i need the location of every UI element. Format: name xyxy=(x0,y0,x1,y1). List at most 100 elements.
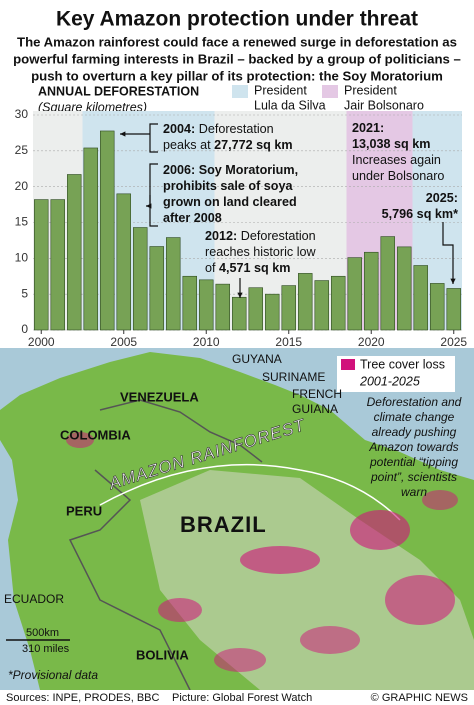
legend-label: Lula da Silva xyxy=(254,98,326,112)
annotation: peaks at 27,772 sq km xyxy=(163,138,293,152)
annotation-segment: under Bolsonaro xyxy=(352,169,444,183)
legend-swatch xyxy=(232,85,248,98)
bar xyxy=(34,199,49,331)
footer-credit: © GRAPHIC NEWS xyxy=(371,692,468,704)
subtitle: push to overturn a key pillar of its pro… xyxy=(31,68,443,83)
annotation: of 4,571 sq km xyxy=(205,261,290,275)
country-label: VENEZUELA xyxy=(120,389,199,404)
caption: climate change xyxy=(374,410,455,424)
bar xyxy=(413,265,428,331)
pacific xyxy=(0,440,40,690)
bar xyxy=(116,193,131,331)
y-unit: (Square kilometres) xyxy=(38,100,147,114)
legend-swatch xyxy=(322,85,338,98)
y-label: ANNUAL DEFORESTATION xyxy=(38,84,199,98)
cleared-area xyxy=(140,470,474,690)
annotation-segment: grown on land cleared xyxy=(163,195,297,209)
country-label: SURINAME xyxy=(262,370,325,384)
annotation: 2006: Soy Moratorium, xyxy=(163,163,298,177)
bar xyxy=(248,287,263,331)
border xyxy=(68,469,191,691)
bar xyxy=(380,236,395,331)
x-tick-label: 2020 xyxy=(358,335,385,349)
bar xyxy=(100,130,115,331)
bar xyxy=(83,147,98,331)
bar xyxy=(281,285,296,331)
x-tick-label: 2015 xyxy=(275,335,302,349)
annotation-segment: 27,772 sq km xyxy=(214,138,292,152)
annotation: reaches historic low xyxy=(205,245,316,259)
bar xyxy=(430,283,445,331)
country-label: COLOMBIA xyxy=(60,427,131,442)
scale-label: 500km xyxy=(26,627,59,639)
title: Key Amazon protection under threat xyxy=(56,8,418,31)
bar xyxy=(67,174,82,331)
arrow-head xyxy=(237,292,243,298)
country-label: FRENCH xyxy=(292,387,342,401)
map-legend-swatch xyxy=(341,359,355,370)
y-tick-label: 25 xyxy=(15,143,29,157)
bar xyxy=(314,280,329,331)
annotation: 5,796 sq km* xyxy=(382,207,458,221)
subtitle: The Amazon rainforest could face a renew… xyxy=(17,34,457,49)
border xyxy=(99,399,263,463)
scale-label: 310 miles xyxy=(22,643,70,655)
annotation: under Bolsonaro xyxy=(352,169,444,183)
map-legend-box xyxy=(337,356,455,392)
annotation: 2025: xyxy=(426,191,458,205)
y-tick-label: 0 xyxy=(21,322,28,336)
rainforest-outline xyxy=(99,463,401,521)
legend-label: President xyxy=(344,83,397,97)
bar xyxy=(166,237,181,331)
footer-sources: Sources: INPE, PRODES, BBC xyxy=(6,692,159,704)
bar xyxy=(199,279,214,331)
bar xyxy=(364,251,379,331)
bar xyxy=(347,257,362,331)
caption: Amazon towards xyxy=(368,440,458,454)
annotation-segment: 2012: xyxy=(205,229,237,243)
country-label: BRAZIL xyxy=(180,512,267,537)
annotation: after 2008 xyxy=(163,211,222,225)
country-label: ECUADOR xyxy=(4,592,64,606)
country-label: BOLIVIA xyxy=(136,647,189,662)
annotation-segment: reaches historic low xyxy=(205,245,316,259)
bar xyxy=(50,199,65,331)
bar xyxy=(182,275,197,331)
footer-bg xyxy=(0,690,474,705)
annotation-segment: 2021: xyxy=(352,121,384,135)
bar xyxy=(149,246,164,331)
annotation: prohibits sale of soya xyxy=(163,179,293,193)
bar xyxy=(215,283,230,331)
land xyxy=(0,352,474,690)
x-tick-label: 2010 xyxy=(193,335,220,349)
arrow-head xyxy=(450,278,456,284)
map: Tree cover loss 2001-2025 GUYANA SURINAM… xyxy=(0,348,474,691)
annotation: 2021: xyxy=(352,121,384,135)
legend-label: Jair Bolsonaro xyxy=(344,98,424,112)
annotation-segment: of xyxy=(205,261,219,275)
y-tick-label: 15 xyxy=(15,215,29,229)
annotation-segment: Increases again xyxy=(352,153,441,167)
annotation-segment: 5,796 sq km* xyxy=(382,207,458,221)
annotation-segment: 2025: xyxy=(426,191,458,205)
bar xyxy=(331,275,346,331)
x-tick-label: 2000 xyxy=(28,335,55,349)
annotation-segment: Deforestation xyxy=(237,229,315,243)
caption: warn xyxy=(401,485,427,499)
x-tick-label: 2005 xyxy=(110,335,137,349)
country-label: PERU xyxy=(66,503,102,518)
y-tick-label: 20 xyxy=(15,179,29,193)
map-legend: Tree cover loss xyxy=(360,357,445,371)
annotation-segment: 2004: xyxy=(163,122,195,136)
annotation-segment: after 2008 xyxy=(163,211,222,225)
y-tick-label: 5 xyxy=(21,286,28,300)
bar xyxy=(133,227,148,331)
note: *Provisional data xyxy=(8,668,98,682)
bar xyxy=(265,293,280,331)
arrow-head xyxy=(146,203,152,209)
map-legend: 2001-2025 xyxy=(359,374,420,388)
bar xyxy=(397,246,412,331)
x-tick-label: 2025 xyxy=(440,335,467,349)
